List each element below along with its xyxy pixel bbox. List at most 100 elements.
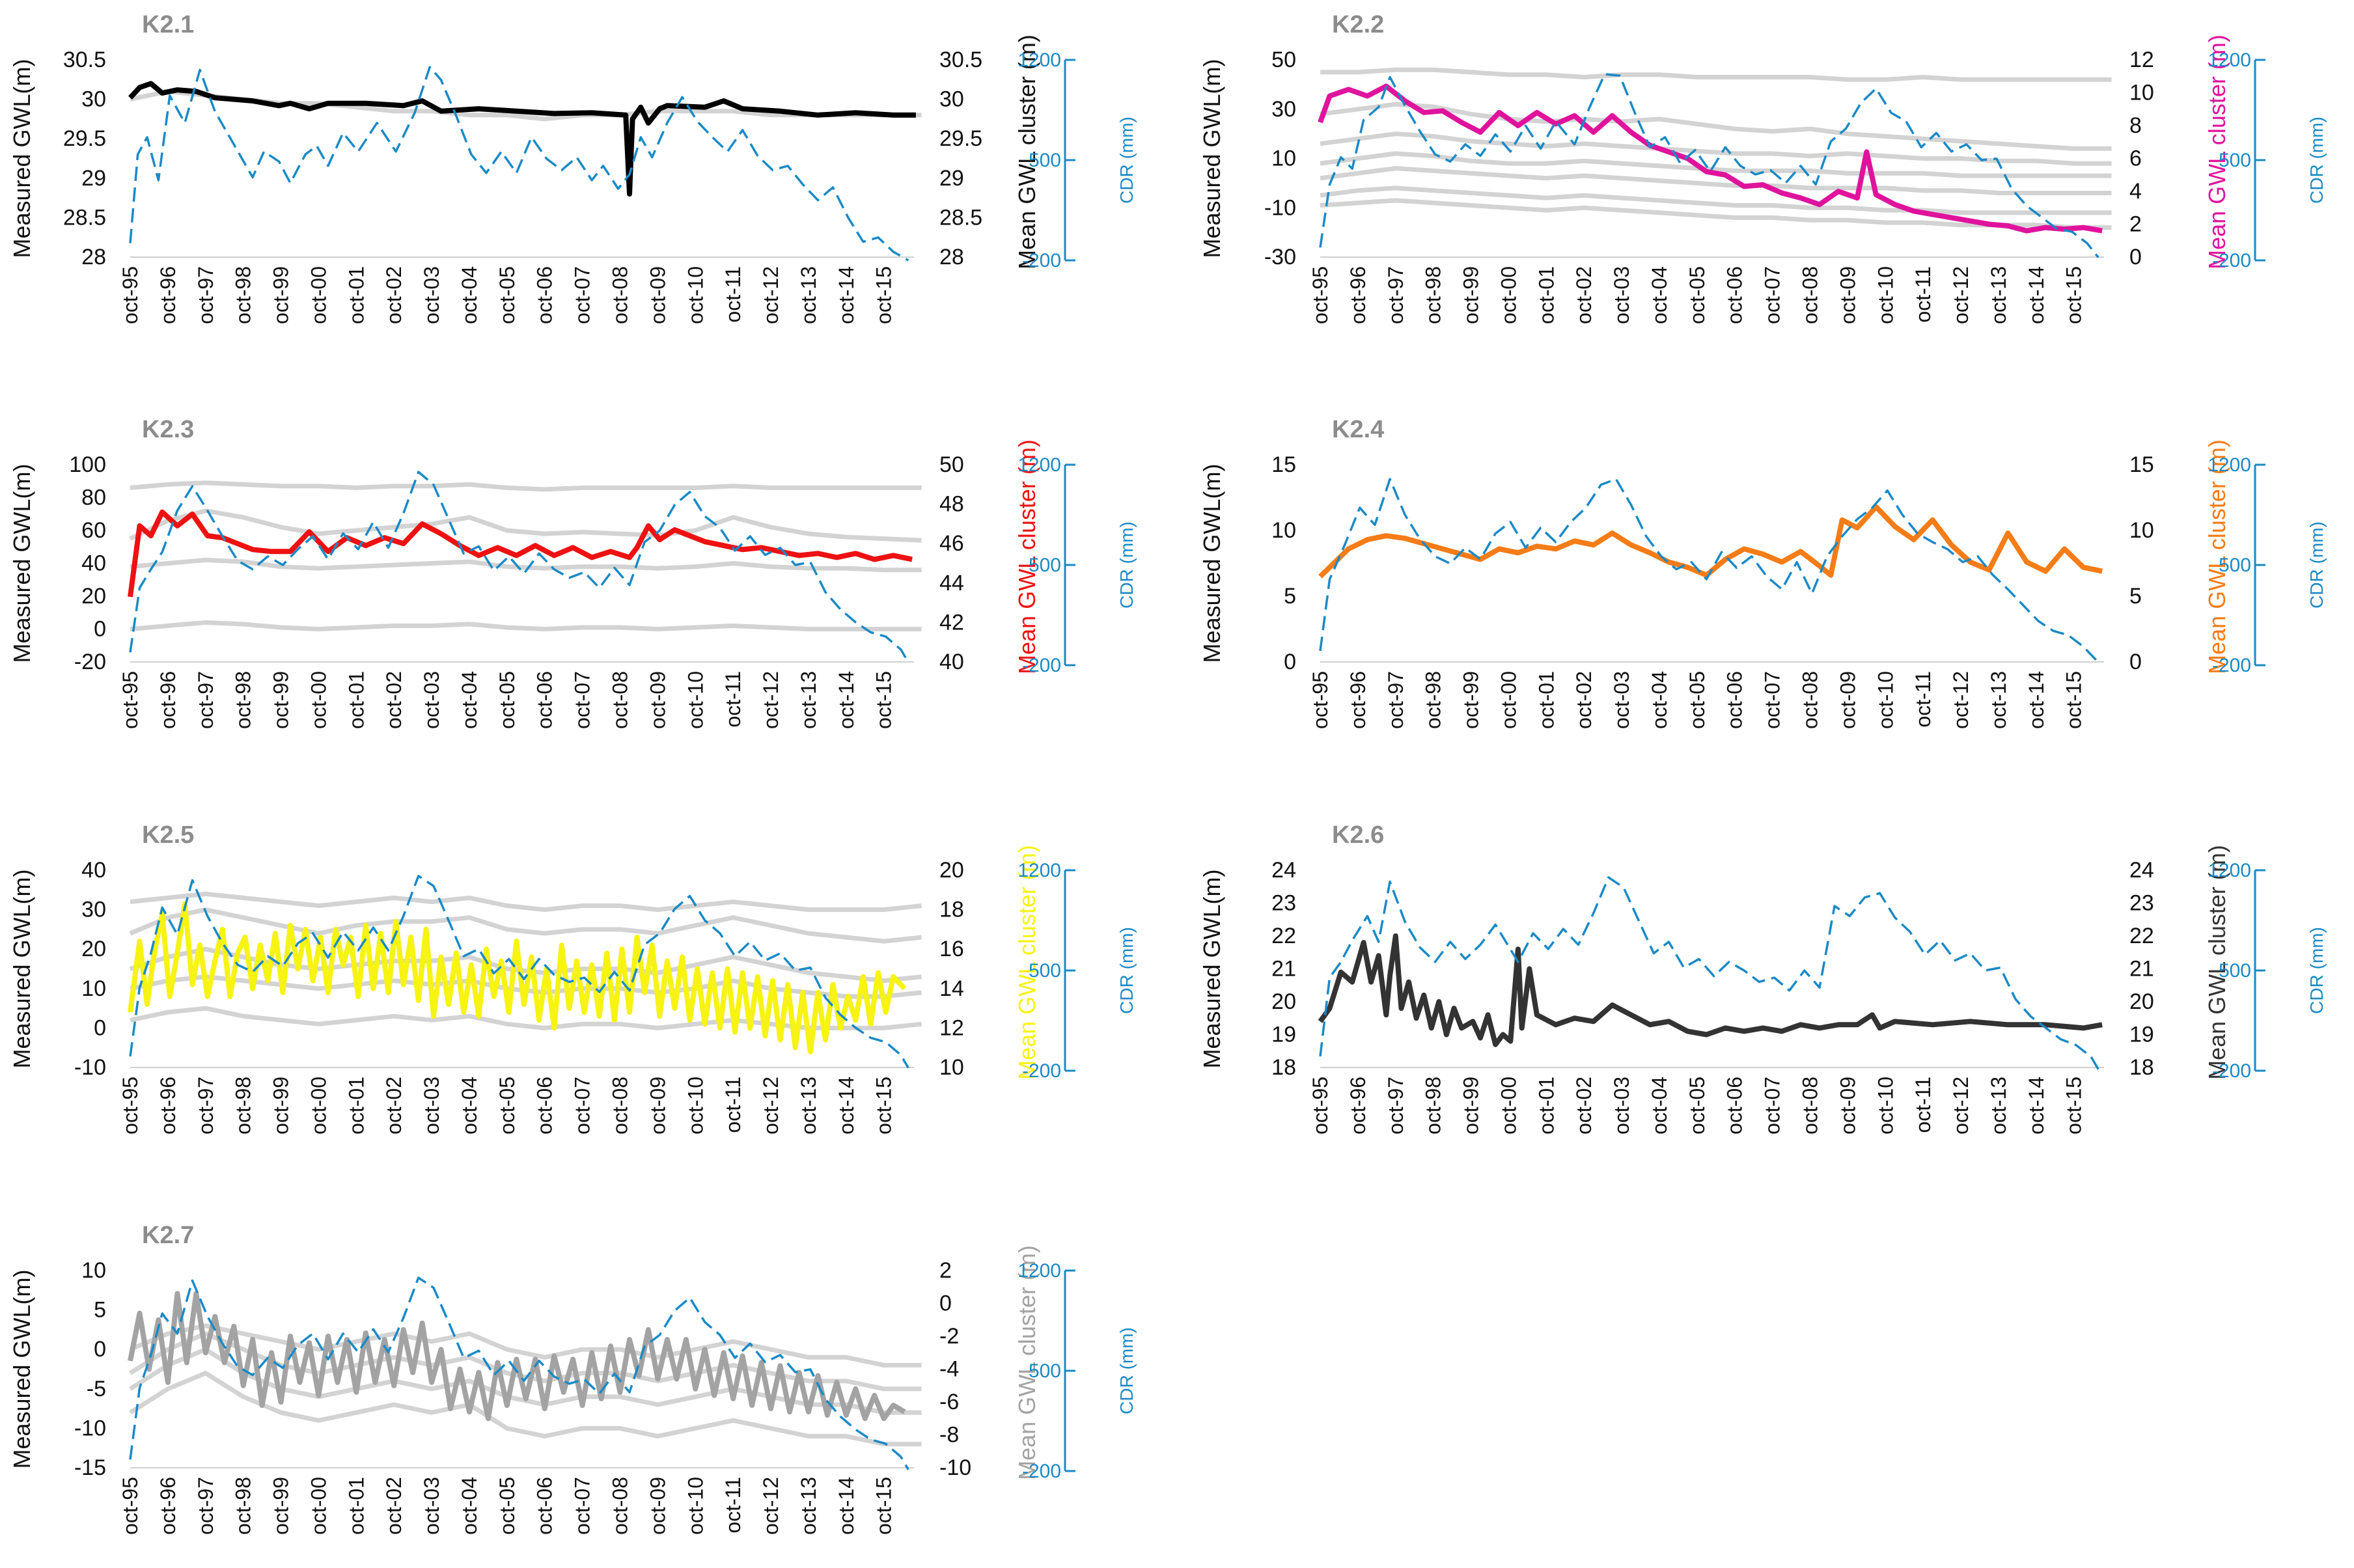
cdr-axis-title: CDR (mm)	[2306, 927, 2327, 1014]
right-tick-label: 10	[2129, 518, 2154, 543]
left-tick-label: 20	[1271, 989, 1296, 1014]
x-tick-label: oct-08	[609, 671, 632, 729]
x-tick-label: oct-01	[344, 266, 368, 324]
chart-panel-K2-1: K2.1 oct-95 oct-96 oct-97 oct-98 oct-99 oct-00…	[8, 11, 1137, 324]
x-tick-label: oct-02	[382, 1077, 406, 1135]
x-tick-label: oct-14	[2025, 266, 2048, 324]
x-tick-label: oct-01	[1534, 266, 1558, 324]
x-tick-label: oct-06	[533, 1477, 557, 1535]
left-tick-label: 10	[81, 1258, 106, 1283]
x-tick-label: oct-05	[1685, 266, 1709, 324]
x-tick-label: oct-97	[194, 1077, 217, 1135]
x-tick-label: oct-15	[2062, 266, 2086, 324]
mean-gwl-cluster-line	[1318, 504, 2103, 579]
x-tick-label: oct-06	[533, 266, 557, 324]
reference-well-line	[129, 1323, 922, 1368]
x-tick-label: oct-10	[684, 1477, 707, 1535]
x-tick-label: oct-99	[1460, 1077, 1483, 1135]
x-tick-label: oct-06	[1723, 1077, 1747, 1135]
left-tick-label: -15	[74, 1455, 106, 1480]
left-tick-label: 10	[1271, 518, 1296, 543]
x-tick-label: oct-07	[571, 671, 594, 729]
x-tick-label: oct-12	[759, 1477, 782, 1535]
x-tick-label: oct-08	[609, 266, 632, 324]
left-tick-label: 5	[94, 1298, 106, 1323]
x-tick-label: oct-03	[420, 1477, 443, 1535]
cdr-series-line	[129, 1276, 909, 1470]
x-tick-label: oct-14	[835, 266, 858, 324]
left-tick-label: -10	[1264, 195, 1296, 220]
x-tick-label: oct-05	[495, 1077, 519, 1135]
x-tick-label: oct-95	[118, 1077, 142, 1135]
right-tick-label: 16	[939, 937, 964, 961]
chart-panel-K2-5: K2.5 oct-95 oct-96 oct-97 oct-98 oct-99 oct-00…	[8, 821, 1137, 1135]
x-tick-label: oct-11	[721, 671, 745, 728]
x-tick-label: oct-04	[1648, 671, 1671, 729]
x-tick-label: oct-07	[1761, 671, 1784, 729]
right-tick-label: 12	[2129, 48, 2154, 72]
left-tick-label: 15	[1271, 452, 1296, 477]
left-tick-label: 20	[81, 584, 106, 609]
cdr-tick-label: 500	[2219, 555, 2251, 576]
x-tick-label: oct-95	[1309, 266, 1332, 324]
left-tick-label: 20	[81, 937, 106, 961]
right-tick-label: 10	[2129, 81, 2154, 105]
x-tick-label: oct-05	[1685, 671, 1709, 729]
x-tick-label: oct-07	[571, 266, 594, 324]
x-tick-label: oct-15	[872, 1477, 896, 1535]
x-tick-label: oct-04	[458, 1077, 481, 1135]
x-tick-label: oct-98	[232, 1477, 255, 1535]
x-tick-label: oct-96	[1346, 1077, 1370, 1135]
cdr-tick-label: -200	[1022, 250, 1061, 271]
x-tick-label: oct-06	[533, 671, 557, 729]
x-tick-label: oct-09	[1836, 266, 1859, 324]
mean-gwl-cluster-line	[128, 901, 907, 1054]
cdr-series-line	[1319, 876, 2099, 1070]
x-tick-label: oct-15	[872, 671, 896, 729]
x-tick-label: oct-98	[232, 266, 255, 324]
reference-well-line	[130, 557, 922, 573]
left-tick-label: 100	[69, 452, 106, 477]
x-tick-label: oct-99	[270, 1477, 293, 1535]
left-tick-label: 40	[81, 551, 106, 576]
x-tick-label: oct-10	[1874, 1077, 1897, 1135]
right-tick-label: 48	[939, 492, 964, 517]
x-tick-label: oct-97	[1384, 671, 1407, 729]
reference-well-line	[1320, 67, 2112, 82]
x-tick-label: oct-04	[1648, 266, 1671, 324]
right-axis-title: Mean GWL cluster (m)	[1014, 1245, 1040, 1480]
mean-gwl-cluster-line	[1318, 83, 2103, 234]
reference-well-line	[129, 907, 922, 944]
left-axis-title: Measured GWL(m)	[8, 1269, 35, 1468]
x-tick-label: oct-98	[1422, 266, 1445, 324]
reference-well-line	[130, 891, 922, 913]
right-tick-label: 28.5	[939, 205, 982, 230]
mean-gwl-cluster-line	[128, 1291, 906, 1422]
left-tick-label: -30	[1264, 245, 1296, 269]
right-tick-label: 21	[2129, 957, 2154, 982]
left-tick-label: 30	[1271, 97, 1296, 122]
cdr-tick-label: -200	[1022, 655, 1061, 676]
right-tick-label: 24	[2129, 858, 2154, 883]
cdr-tick-label: -200	[2212, 655, 2251, 676]
x-tick-label: oct-14	[2025, 1077, 2048, 1135]
x-tick-label: oct-96	[156, 266, 180, 324]
x-tick-label: oct-14	[835, 671, 858, 729]
x-tick-label: oct-09	[1836, 1077, 1859, 1135]
x-tick-label: oct-00	[307, 1077, 330, 1135]
x-tick-label: oct-11	[721, 1477, 745, 1534]
right-tick-label: 2	[939, 1258, 952, 1283]
x-tick-label: oct-10	[1874, 266, 1897, 324]
left-tick-label: 18	[1271, 1055, 1296, 1080]
right-tick-label: 6	[2129, 146, 2142, 171]
reference-well-line	[130, 480, 922, 492]
x-tick-label: oct-13	[797, 1477, 820, 1535]
left-tick-label: -10	[74, 1416, 106, 1440]
x-tick-label: oct-96	[156, 1077, 180, 1135]
x-tick-label: oct-13	[797, 1077, 820, 1135]
left-tick-label: 29	[81, 166, 106, 191]
x-tick-label: oct-08	[1799, 671, 1822, 729]
x-tick-label: oct-08	[609, 1077, 632, 1135]
reference-well-line	[130, 1006, 922, 1030]
x-tick-label: oct-07	[1761, 1077, 1784, 1135]
